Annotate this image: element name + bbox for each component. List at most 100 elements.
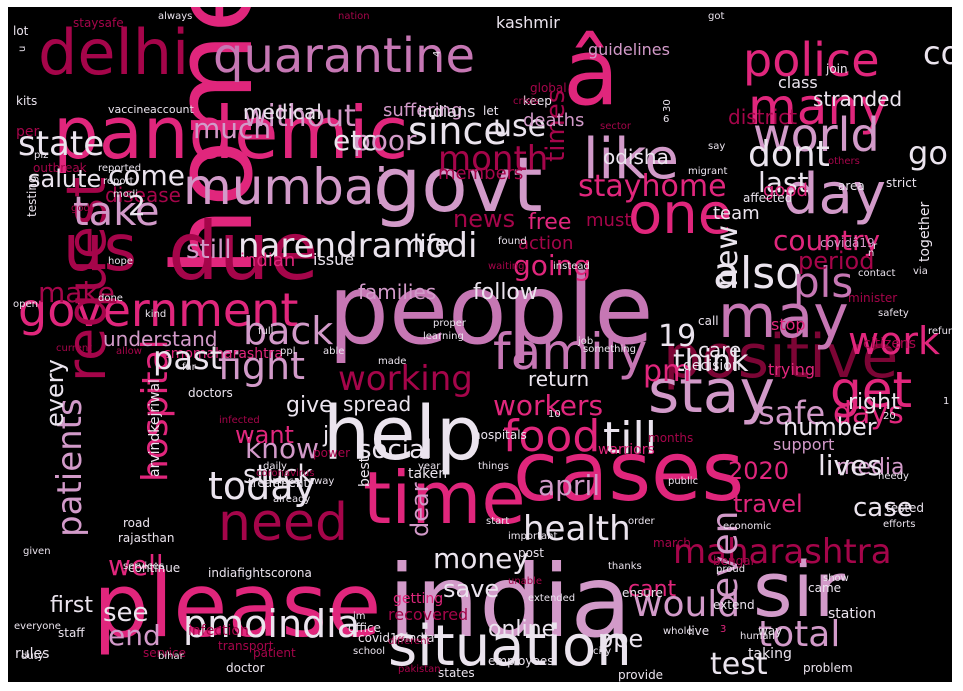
- word-something: something: [583, 344, 636, 355]
- word-per: per: [16, 124, 40, 140]
- word-would: would: [633, 584, 741, 625]
- word-proud: proud: [716, 564, 746, 575]
- word-issue: issue: [313, 250, 355, 269]
- word-people: people: [328, 254, 654, 366]
- word-poor: poor: [353, 124, 417, 157]
- word-citizens: citizens: [863, 336, 917, 352]
- word-problem: problem: [803, 661, 853, 675]
- word-full: full: [258, 326, 274, 337]
- word-food: food: [503, 411, 601, 462]
- word-fight: fight: [218, 344, 306, 388]
- word-guidelines: guidelines: [588, 40, 670, 59]
- word-narendramodi: narendramodi: [238, 226, 478, 266]
- word-taking: taking: [748, 646, 792, 662]
- word-still: still: [186, 235, 232, 265]
- word-month: month: [438, 139, 549, 179]
- word-kits: kits: [16, 94, 38, 108]
- word-outbreak: outbreak: [33, 161, 87, 175]
- word-last: last: [758, 166, 809, 199]
- word-see: see: [103, 598, 149, 628]
- word-3: 3: [720, 624, 727, 635]
- word-please: please: [93, 554, 382, 657]
- word-school: school: [353, 646, 386, 657]
- word-follow: follow: [473, 280, 538, 305]
- word-may: may: [718, 282, 849, 352]
- word-always: always: [158, 11, 193, 22]
- word-stay: stay: [648, 357, 776, 427]
- word-extended: extended: [528, 593, 576, 604]
- word-save: save: [443, 575, 500, 603]
- word-many: many: [748, 78, 889, 136]
- word-able: able: [323, 346, 345, 357]
- word-make: make: [38, 276, 115, 309]
- word-first: first: [50, 593, 93, 618]
- word-4: 4: [432, 50, 443, 57]
- word-decision: decision: [683, 358, 741, 374]
- word-rules: rules: [15, 646, 50, 662]
- word-came: came: [808, 581, 842, 595]
- word-salute: salute: [28, 165, 102, 193]
- word-current: current: [56, 343, 93, 354]
- word-working: working: [338, 359, 473, 399]
- word-way: way: [758, 624, 783, 638]
- word-ppe: ppe: [598, 625, 644, 653]
- word-come: come: [108, 159, 186, 192]
- word-report: report: [103, 176, 134, 187]
- word-since: since: [408, 109, 507, 153]
- word-taken: taken: [408, 466, 448, 482]
- word-global: global: [530, 81, 567, 95]
- word-job: job: [578, 336, 594, 347]
- word-public: public: [668, 476, 699, 487]
- word-indiafightscorona: indiafightscorona: [208, 566, 312, 580]
- word-start: start: [486, 516, 510, 527]
- word-far: far: [182, 362, 196, 373]
- word-work: work: [848, 319, 940, 363]
- word-end: end: [108, 619, 161, 652]
- word-arvindkejriwal: arvindkejriwal: [147, 379, 163, 477]
- word-covid-19: covidâ19: [820, 236, 875, 250]
- word-whole: whole: [663, 626, 693, 637]
- word-indian: indian: [240, 250, 296, 271]
- word-back: back: [243, 309, 334, 353]
- word-extend: extend: [713, 598, 755, 612]
- word-police: police: [743, 33, 880, 87]
- word-kashmir: kashmir: [496, 13, 560, 32]
- word-social: social: [358, 435, 433, 465]
- word-vaccine: vaccine: [108, 103, 151, 116]
- word-hospitals: hospitals: [473, 428, 527, 442]
- word-life: life: [413, 230, 450, 258]
- word-30: 30: [662, 99, 673, 112]
- word-infection: infection: [188, 623, 249, 639]
- word-live: live: [688, 624, 710, 638]
- word-others: others: [828, 156, 860, 167]
- word-stayhome: stayhome: [578, 169, 727, 204]
- word-6: 6: [663, 114, 670, 125]
- word-travel: travel: [733, 490, 803, 518]
- word-odisha: odisha: [603, 145, 669, 169]
- word-online: online: [488, 617, 556, 642]
- word-god: god: [71, 203, 90, 214]
- word-india: india: [388, 543, 632, 660]
- word-lives: lives: [818, 449, 882, 482]
- word-continue: continue: [128, 561, 181, 575]
- word-etc: etc: [333, 124, 377, 157]
- word-doctor: doctor: [226, 661, 265, 675]
- word-country: country: [773, 224, 881, 257]
- word-right: right: [848, 390, 900, 415]
- word-bengal: bengal: [713, 554, 754, 568]
- word-stuck: stuck: [243, 460, 313, 490]
- word-glyph-10: â: [563, 19, 620, 126]
- word-1: 1: [943, 396, 950, 407]
- word-join: join: [826, 62, 848, 76]
- word-tested: tested: [886, 501, 925, 515]
- word-lot: lot: [13, 24, 29, 38]
- word-year: year: [418, 461, 441, 472]
- word-reported: reported: [98, 163, 142, 174]
- word-got: got: [708, 11, 725, 22]
- word-waiting: waiting: [488, 261, 525, 272]
- word-action: action: [518, 233, 574, 254]
- word-different: different: [388, 636, 431, 647]
- word-place: place: [273, 476, 300, 487]
- word-affected: affected: [743, 191, 793, 205]
- word-cases: cases: [513, 425, 745, 520]
